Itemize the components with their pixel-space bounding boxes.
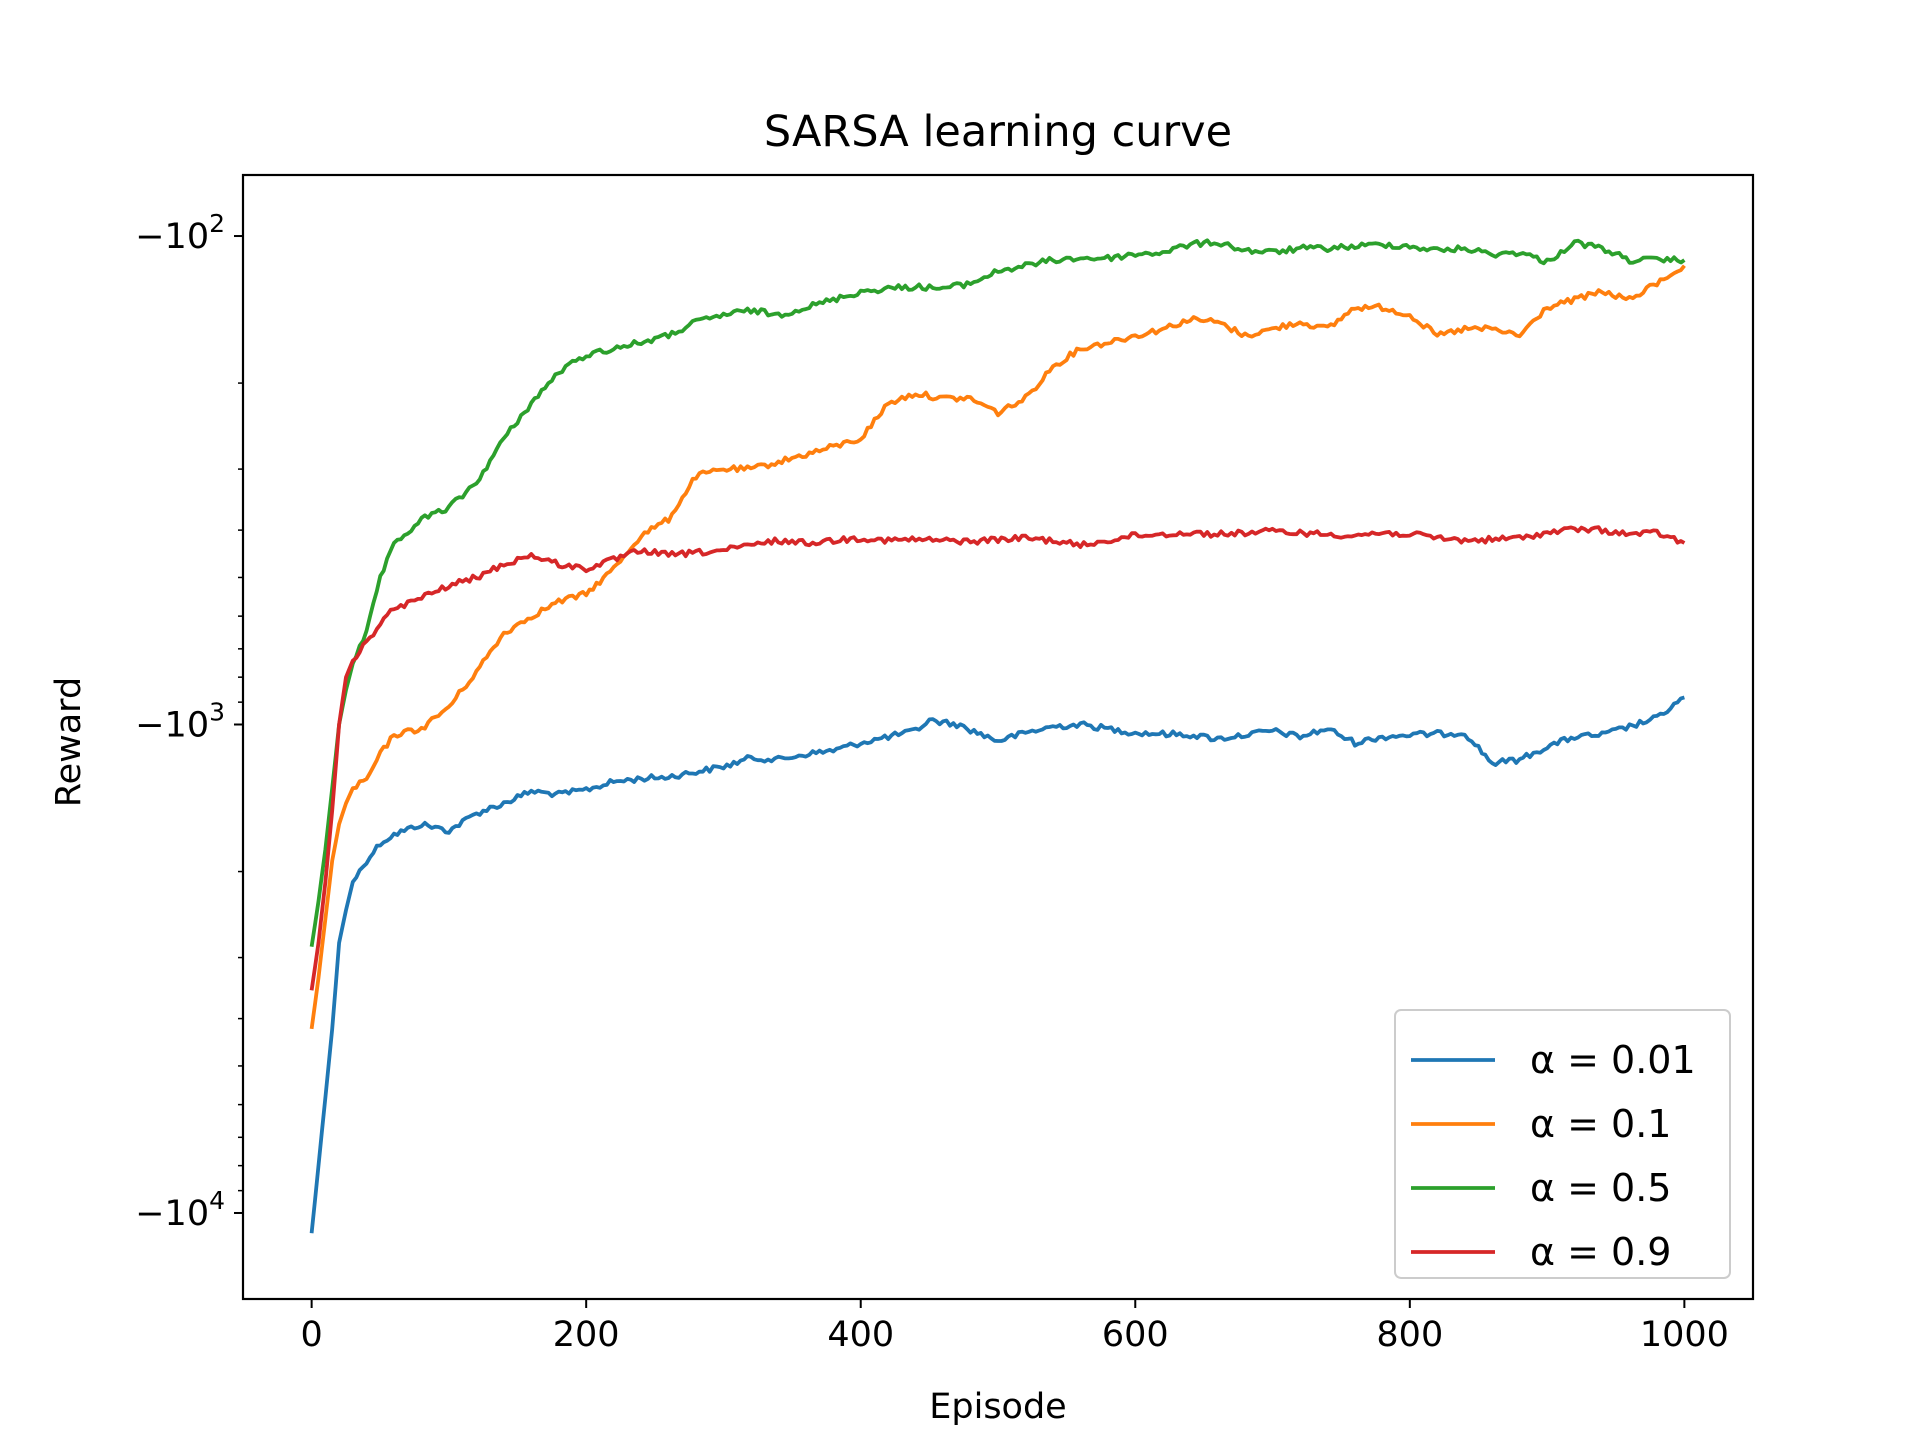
- legend-label: α = 0.01: [1530, 1038, 1696, 1082]
- y-tick-label: −103: [135, 698, 225, 746]
- series-layer: [309, 238, 1686, 1234]
- series-line-3: [309, 238, 1686, 947]
- y-tick-label: −104: [135, 1186, 225, 1234]
- y-tick-label: −102: [135, 209, 225, 257]
- legend-label: α = 0.9: [1530, 1230, 1671, 1274]
- x-tick-label: 600: [1102, 1315, 1169, 1355]
- x-tick-label: 800: [1376, 1315, 1443, 1355]
- legend-box: [1394, 1009, 1731, 1279]
- chart-title: SARSA learning curve: [764, 107, 1232, 157]
- series-line-1: [309, 695, 1685, 1234]
- x-tick-label: 400: [827, 1315, 894, 1355]
- series-line-4: [309, 525, 1686, 991]
- x-tick-label: 0: [300, 1315, 322, 1355]
- y-axis-label: Reward: [49, 677, 89, 807]
- legend: α = 0.01 α = 0.1 α = 0.5 α = 0.9: [1394, 1009, 1731, 1279]
- axes-frame: [241, 173, 1755, 1301]
- x-axis-label: Episode: [929, 1387, 1066, 1427]
- x-tick-label: 200: [553, 1315, 620, 1355]
- x-axis: 0 200 400 600 800 1000: [300, 1299, 1729, 1355]
- plot-area: [241, 173, 1755, 1301]
- series-line-2: [309, 264, 1686, 1030]
- y-axis: −102 −103 −104: [135, 209, 243, 1234]
- x-tick-label: 1000: [1640, 1315, 1729, 1355]
- legend-label: α = 0.1: [1530, 1102, 1671, 1146]
- legend-label: α = 0.5: [1530, 1166, 1671, 1210]
